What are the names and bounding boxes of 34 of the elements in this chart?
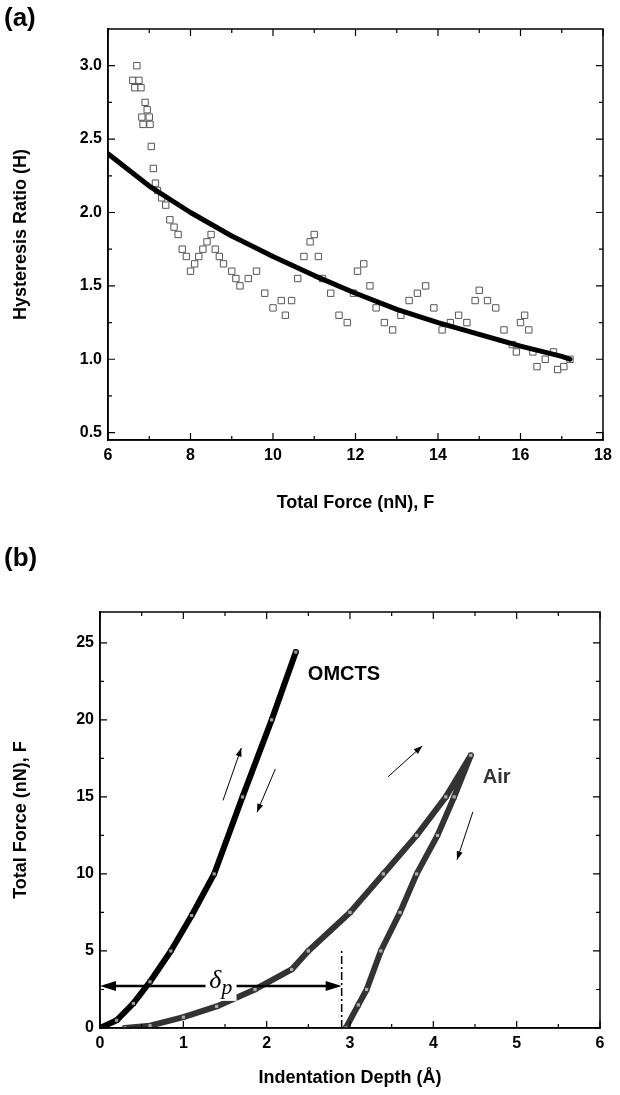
y-tick-label: 0.5 [79,423,103,441]
x-tick-label: 6 [595,1034,605,1052]
x-tick-label: 12 [346,446,365,464]
x-axis-title: Indentation Depth (Å) [258,1067,442,1088]
x-tick-label: 4 [428,1034,438,1052]
x-tick-label: 16 [511,446,530,464]
y-tick-label: 2.5 [79,129,103,147]
y-tick-label: 5 [85,941,95,959]
y-tick-label: 15 [76,787,95,805]
y-axis-title: Hysteresis Ratio (H) [9,148,30,321]
y-axis-title: Total Force (nN), F [9,741,30,899]
x-tick-label: 1 [178,1034,188,1052]
chart-title: (a) [4,2,36,33]
y-tick-label: 25 [76,633,95,651]
series-label: Air [482,764,511,787]
y-tick-label: 1.0 [79,349,103,367]
annotation: δ$_{p}$ [205,965,237,1001]
x-tick-label: 3 [345,1034,355,1052]
x-tick-label: 5 [512,1034,522,1052]
y-tick-label: 2.0 [79,202,103,220]
y-tick-label: 0 [85,1018,95,1036]
x-tick-label: 2 [262,1034,272,1052]
x-axis-title: Total Force (nN), F [276,492,435,513]
x-tick-label: 6 [103,446,113,464]
x-tick-label: 18 [594,446,612,464]
x-tick-label: 8 [186,446,196,464]
y-tick-label: 1.5 [79,276,103,294]
x-tick-label: 14 [429,446,447,464]
y-tick-label: 3.0 [79,56,103,74]
y-tick-label: 10 [76,864,95,882]
series-label: OMCTS [307,661,381,684]
chart-title: (b) [4,542,38,573]
x-tick-label: 10 [264,446,282,464]
y-tick-label: 20 [76,710,95,728]
